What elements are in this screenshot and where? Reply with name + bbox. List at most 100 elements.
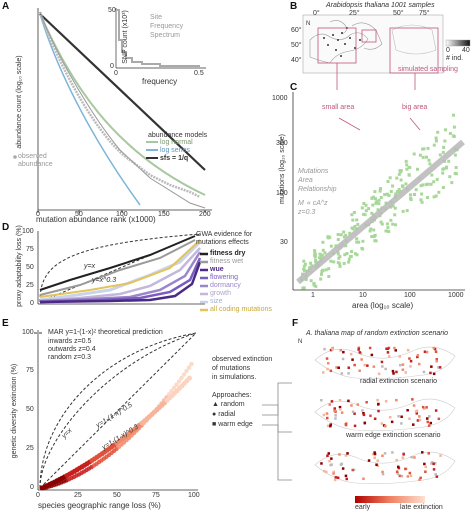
- map-cell: [426, 417, 429, 420]
- scatter-point: [412, 152, 416, 156]
- map-cell: [432, 462, 435, 466]
- sfs-curve: [39, 13, 206, 171]
- north-arrow-b: N: [306, 21, 311, 27]
- map-cell: [437, 417, 441, 421]
- scatter-point: [437, 190, 441, 194]
- c-xtick: 100: [404, 292, 416, 299]
- scatter-point: [320, 272, 323, 276]
- scatter-point: [383, 193, 387, 197]
- panel-e-axes: [37, 330, 198, 491]
- approach-warm-edge: warm edge: [218, 421, 253, 428]
- map-cell: [366, 364, 369, 367]
- scatter-point: [391, 184, 395, 188]
- approach-radial: radial: [218, 411, 236, 418]
- map-cell: [408, 417, 411, 420]
- map-cell: [351, 358, 354, 361]
- scatter-point: [438, 153, 442, 157]
- map-cell: [329, 424, 332, 428]
- panel-a-letter: A: [2, 1, 10, 12]
- map-cell: [425, 406, 428, 409]
- map-cell: [376, 459, 379, 462]
- panel-a-xlabel: mutation abundance rank (x1000): [36, 215, 156, 224]
- scatter-point: [379, 220, 383, 224]
- map-cell: [406, 409, 409, 412]
- map-cell: [333, 407, 336, 410]
- legend-flowering: flowering: [210, 274, 239, 281]
- map-cell: [333, 409, 336, 412]
- mar-text: Mutations: [298, 168, 329, 175]
- panel-d-ylabel: proxy adaptability loss (%): [16, 225, 23, 307]
- scatter-point: [416, 167, 419, 171]
- scatter-point: [312, 282, 316, 286]
- scatter-point: [348, 231, 352, 235]
- b-cbar-tick: 0: [446, 47, 450, 54]
- map-cell: [349, 352, 353, 356]
- legend-fitness-dry: fitness dry: [210, 250, 246, 257]
- map-cell: [381, 454, 384, 457]
- map-cell: [339, 349, 342, 352]
- scatter-point: [388, 176, 392, 180]
- scatter-point: [434, 136, 438, 140]
- map-cell: [395, 370, 398, 374]
- map-cell: [412, 404, 416, 407]
- e-ytick: 25: [26, 445, 34, 452]
- map-cell: [334, 417, 337, 420]
- scatter-point: [404, 182, 408, 186]
- map-cell: [373, 451, 376, 454]
- scatter-point: [332, 260, 336, 264]
- panel-c-xlabel: area (log₁₀ scale): [352, 301, 414, 310]
- map-cell: [384, 367, 387, 371]
- map-cell: [392, 372, 395, 375]
- scatter-point: [370, 196, 374, 200]
- map-cell: [424, 465, 427, 469]
- map-cell: [395, 458, 398, 462]
- map-cell: [413, 456, 416, 459]
- scatter-point: [419, 198, 423, 202]
- inset-xtick: 0: [114, 70, 118, 77]
- panel-d-legend-swatches: [200, 252, 208, 312]
- small-area-label: small area: [322, 104, 355, 111]
- scatter-point: [395, 176, 399, 180]
- map-cell: [381, 472, 385, 476]
- inset-title: Site: [150, 14, 163, 21]
- scatter-point: [370, 235, 374, 239]
- map-cell: [376, 398, 379, 402]
- map-cell: [362, 477, 365, 480]
- map-cell: [329, 348, 333, 352]
- panel-b-letter: B: [290, 1, 298, 12]
- scatter-point: [374, 201, 378, 205]
- map-cell: [347, 366, 350, 369]
- map-cell: [329, 369, 333, 373]
- scatter-point: [379, 187, 382, 191]
- scatter-point: [324, 268, 328, 272]
- e-ytick: 0: [30, 484, 34, 491]
- map-cell: [402, 453, 405, 456]
- map-cell: [344, 474, 348, 478]
- map-cell: [383, 452, 387, 455]
- map-cell: [418, 415, 421, 418]
- map-cell: [432, 346, 436, 350]
- scatter-point: [342, 262, 346, 265]
- map-cell: [384, 424, 387, 428]
- observed-label: observed abundance: [18, 153, 53, 168]
- random-point: [174, 382, 179, 387]
- map-cell: [416, 354, 420, 357]
- scatter-point: [352, 211, 356, 214]
- map-cell: [409, 359, 413, 363]
- map-cell: [437, 366, 440, 369]
- scatter-point: [385, 222, 389, 226]
- map-cell: [388, 355, 391, 358]
- map-cell: [394, 349, 397, 352]
- map-cell: [327, 362, 330, 365]
- map-cell: [326, 454, 329, 457]
- scatter-point: [364, 209, 368, 213]
- scatter-point: [425, 155, 428, 159]
- scatter-point: [386, 180, 390, 183]
- inset-xtick: 0.5: [194, 70, 204, 77]
- map-cell: [342, 350, 345, 354]
- map-cell: [401, 456, 405, 459]
- d-ytick: 100: [22, 228, 34, 235]
- scatter-point: [452, 125, 456, 129]
- scatter-point: [435, 177, 439, 181]
- scatter-point: [356, 223, 360, 226]
